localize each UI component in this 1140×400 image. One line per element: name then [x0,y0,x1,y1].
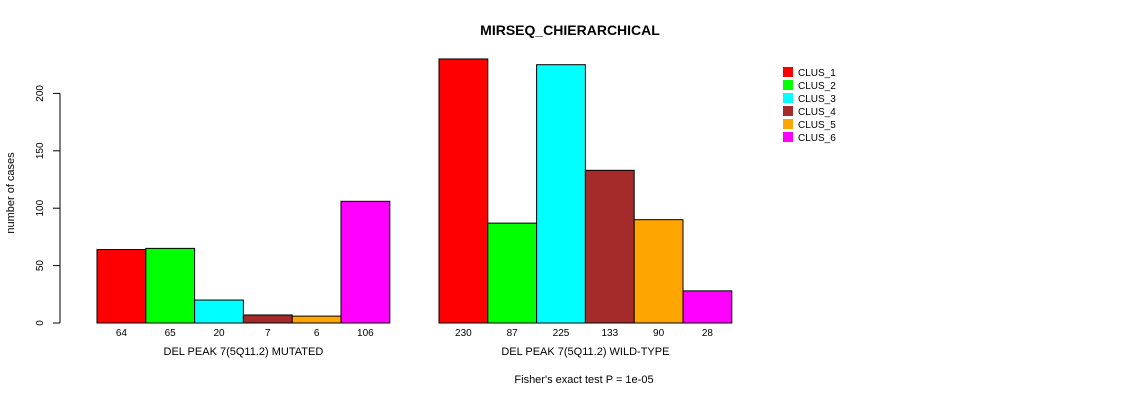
bar [438,58,489,324]
y-tick-label: 50 [35,260,46,272]
bar [536,64,586,324]
bar-count-label: 7 [265,328,271,339]
legend-label: CLUS_4 [798,107,836,118]
bar [487,222,538,324]
bar [194,299,244,324]
bar-count-label: 87 [507,328,519,339]
fisher-test-annotation: Fisher's exact test P = 1e-05 [514,374,653,386]
legend-label: CLUS_6 [798,133,836,144]
y-tick-label: 0 [35,320,46,326]
y-tick-label: 150 [35,142,46,159]
legend-swatch [783,80,793,90]
group-label: DEL PEAK 7(5Q11.2) MUTATED [164,346,324,358]
bars: 64 65 20 7 6 106 DEL PEAK 7(5Q11.2) MUTATED 230… [96,58,733,358]
bar-count-label: 106 [357,328,374,339]
bar [682,290,733,324]
bar-count-label: 20 [213,328,225,339]
bar-count-label: 225 [553,328,570,339]
legend: CLUS_1 CLUS_2 CLUS_3 CLUS_4 CLUS_5 CLUS_6 [783,67,836,144]
bar-count-label: 28 [702,328,714,339]
bar [340,200,391,324]
bar [145,247,196,324]
bar-count-label: 6 [314,328,320,339]
bar [96,249,147,324]
chart-title: MIRSEQ_CHIERARCHICAL [480,22,660,38]
bar-count-label: 65 [165,328,177,339]
legend-swatch [783,106,793,116]
legend-swatch [783,132,793,142]
bar [584,169,635,324]
bar-count-label: 64 [116,328,128,339]
legend-label: CLUS_3 [798,94,836,105]
bar-count-label: 133 [601,328,618,339]
bar-count-label: 90 [653,328,665,339]
legend-label: CLUS_5 [798,120,836,131]
legend-swatch [783,93,793,103]
legend-label: CLUS_2 [798,81,836,92]
bar-count-label: 230 [455,328,472,339]
group-label: DEL PEAK 7(5Q11.2) WILD-TYPE [501,346,669,358]
y-axis-label: number of cases [5,152,17,234]
y-tick-label: 100 [35,199,46,216]
bar [291,315,342,324]
bar [633,219,684,324]
legend-label: CLUS_1 [798,68,836,79]
legend-swatch [783,67,793,77]
y-axis: 0 50 100 150 200 [35,85,61,326]
bar [242,314,293,324]
legend-swatch [783,119,793,129]
y-tick-label: 200 [35,85,46,102]
